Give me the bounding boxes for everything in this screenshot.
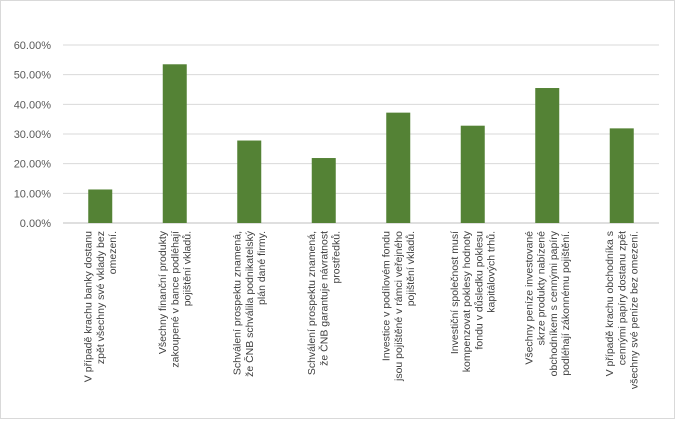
x-category-label-line: Schválení prospektu znamená, bbox=[306, 231, 318, 375]
gridlines bbox=[63, 44, 659, 224]
x-category-label-line: že ČNB garantuje návratnost bbox=[317, 231, 330, 366]
y-tick-label: 20.00% bbox=[14, 159, 52, 171]
x-category-label: Investice v podílovém fondujsou pojištěn… bbox=[381, 231, 417, 382]
x-category-label-line: zpět všechny své vklady bez bbox=[95, 231, 107, 364]
x-category-label-line: omezení. bbox=[107, 231, 119, 274]
x-category-label-line: Schválení prospektu znamená, bbox=[232, 231, 244, 375]
y-tick-label: 10.00% bbox=[14, 188, 52, 200]
x-category-label: Všechny peníze investovanéskrze produkty… bbox=[524, 230, 573, 376]
x-category-label-line: Investice v podílovém fondu bbox=[381, 231, 393, 361]
x-category-label-line: fondu v důsledku poklesu bbox=[473, 231, 485, 350]
x-axis-category-labels: V případě krachu banky dostanuzpět všech… bbox=[83, 230, 641, 389]
x-category-label-line: zakoupené v bance podléhají bbox=[169, 231, 181, 368]
x-category-label-line: pojištění vkladů. bbox=[182, 231, 194, 306]
x-category-label-line: prostředků. bbox=[331, 231, 343, 284]
bar bbox=[386, 112, 411, 223]
x-category-label-line: všechny své peníze bez omezení. bbox=[629, 231, 641, 389]
x-category-label-line: V případě krachu banky dostanu bbox=[83, 231, 95, 382]
x-category-label-line: cennými papíry dostanu zpět bbox=[616, 231, 628, 365]
x-category-label-line: že ČNB schválila podnikatelský bbox=[243, 230, 256, 377]
x-category-label-line: Všechny finanční produkty bbox=[157, 230, 169, 354]
y-tick-label: 0.00% bbox=[20, 218, 51, 230]
x-category-label: Investiční společnost musíkompenzovat po… bbox=[449, 230, 498, 372]
x-category-label-line: skrze produkty nabízené bbox=[536, 231, 548, 346]
bar bbox=[88, 189, 113, 223]
y-tick-label: 40.00% bbox=[14, 99, 52, 111]
x-category-label-line: Všechny peníze investované bbox=[524, 231, 536, 365]
y-tick-label: 30.00% bbox=[14, 129, 52, 141]
bars bbox=[88, 64, 634, 224]
y-tick-label: 50.00% bbox=[14, 70, 52, 82]
x-category-label: V případě krachu banky dostanuzpět všech… bbox=[83, 231, 119, 382]
x-category-label-line: jsou pojištěné v rámci veřejného bbox=[393, 231, 405, 382]
bar bbox=[311, 158, 336, 223]
x-category-label-line: plán dané firmy. bbox=[256, 231, 268, 305]
x-category-label: Všechny finanční produktyzakoupené v ban… bbox=[157, 230, 193, 367]
x-category-label-line: Investiční společnost musí bbox=[449, 231, 461, 354]
x-category-label-line: pojištění vkladů. bbox=[405, 231, 417, 306]
x-category-label-line: obchodníkem s cennými papíry bbox=[548, 230, 560, 376]
x-category-label-line: kompenzovat poklesy hodnoty bbox=[461, 230, 473, 372]
x-category-label: Schválení prospektu znamená,že ČNB schvá… bbox=[232, 230, 268, 377]
x-category-label: Schválení prospektu znamená,že ČNB garan… bbox=[306, 231, 342, 375]
bar bbox=[162, 64, 187, 224]
x-category-label-line: podléhají zákonnému pojištění. bbox=[560, 231, 572, 376]
bar bbox=[460, 125, 485, 223]
x-category-label: V případě krachu obchodníka scennými pap… bbox=[604, 231, 640, 389]
y-axis-tick-labels: 0.00% 10.00% 20.00% 30.00% 40.00% 50.00% 60.00… bbox=[14, 40, 52, 230]
bar bbox=[535, 88, 560, 224]
bar bbox=[609, 128, 634, 223]
y-tick-label: 60.00% bbox=[14, 40, 52, 52]
bar bbox=[237, 140, 262, 223]
x-category-label-line: kapitálových trhů. bbox=[486, 231, 498, 313]
x-category-label-line: V případě krachu obchodníka s bbox=[604, 231, 616, 376]
